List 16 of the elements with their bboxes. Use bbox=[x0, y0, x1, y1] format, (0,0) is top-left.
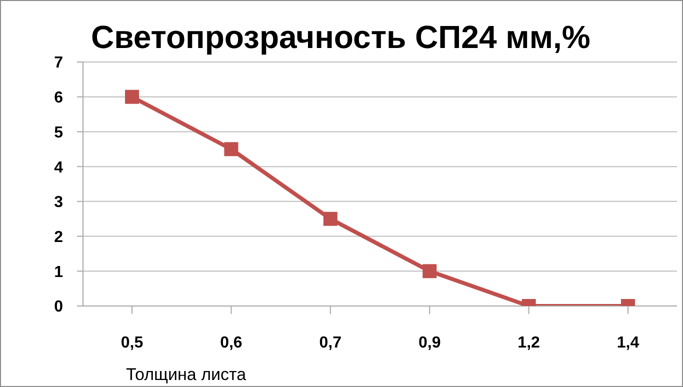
y-tick-label: 7 bbox=[54, 54, 64, 72]
x-tick-label: 0,5 bbox=[120, 334, 144, 352]
y-tick-label: 6 bbox=[54, 90, 64, 107]
y-tick-label: 5 bbox=[54, 124, 64, 142]
x-tick-label: 1,2 bbox=[518, 334, 540, 352]
x-axis-title: Толщина листа bbox=[126, 365, 246, 385]
x-tick-label: 0,7 bbox=[319, 334, 342, 352]
y-tick-label: 0 bbox=[54, 298, 64, 316]
y-tick-label: 3 bbox=[54, 194, 64, 212]
x-tick-label: 1,4 bbox=[616, 334, 640, 352]
chart-title: Светопрозрачность СП24 мм,% bbox=[91, 19, 590, 56]
x-tick-label: 0,9 bbox=[418, 334, 441, 352]
y-tick-label: 4 bbox=[54, 159, 64, 176]
y-tick-label: 2 bbox=[54, 228, 64, 246]
x-tick-label: 0,6 bbox=[220, 334, 242, 352]
y-tick-label: 1 bbox=[54, 264, 64, 281]
